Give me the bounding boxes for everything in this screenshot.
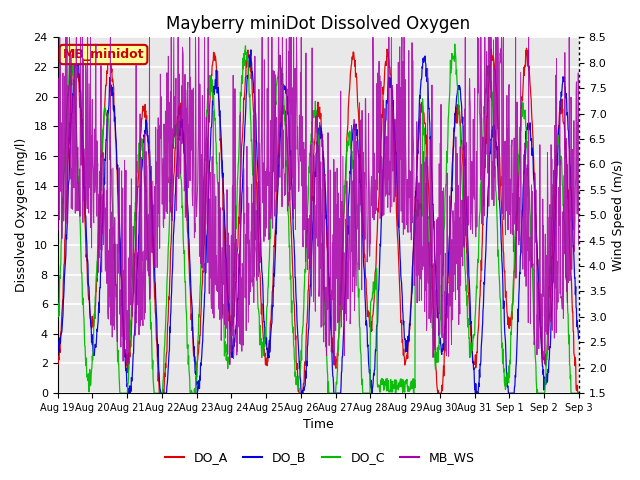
Text: MB_minidot: MB_minidot: [63, 48, 144, 61]
Y-axis label: Dissolved Oxygen (mg/l): Dissolved Oxygen (mg/l): [15, 138, 28, 292]
Title: Mayberry miniDot Dissolved Oxygen: Mayberry miniDot Dissolved Oxygen: [166, 15, 470, 33]
Legend: DO_A, DO_B, DO_C, MB_WS: DO_A, DO_B, DO_C, MB_WS: [161, 446, 479, 469]
X-axis label: Time: Time: [303, 419, 333, 432]
Y-axis label: Wind Speed (m/s): Wind Speed (m/s): [612, 159, 625, 271]
